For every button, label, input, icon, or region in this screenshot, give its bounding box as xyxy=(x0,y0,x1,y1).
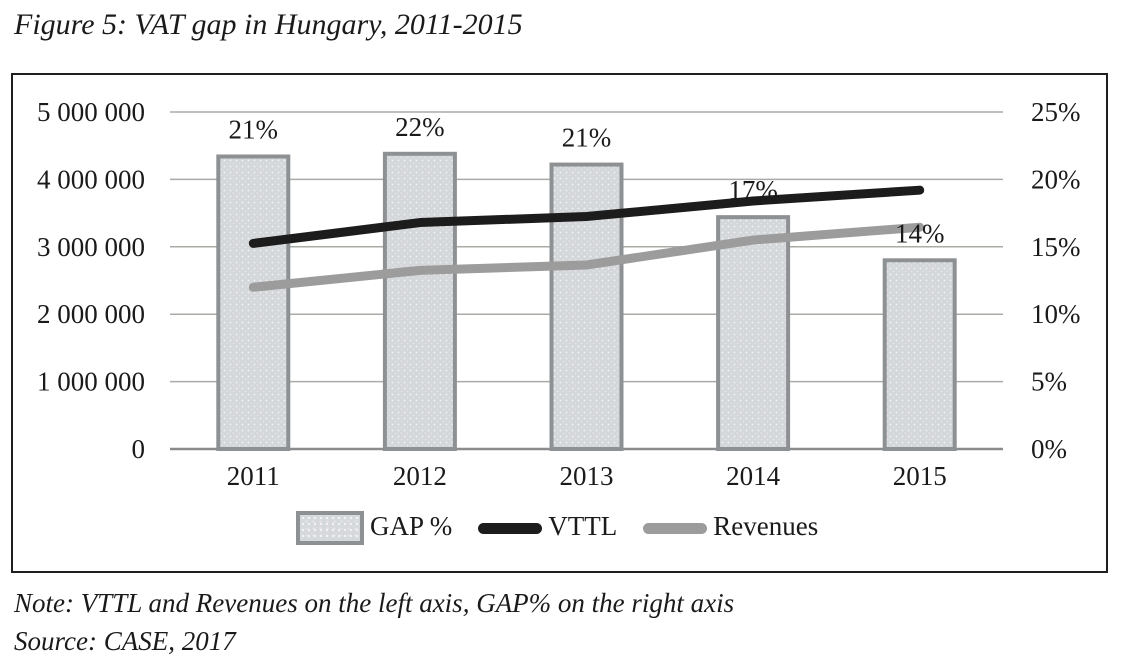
gap-bar-label-2012: 22% xyxy=(395,112,445,142)
figure-note: Note: VTTL and Revenues on the left axis… xyxy=(14,588,735,618)
x-axis-label-2013: 2013 xyxy=(560,461,614,491)
right-axis-tick: 10% xyxy=(1031,299,1081,329)
gap-bar-label-2013: 21% xyxy=(562,123,612,153)
legend-item-vttl: VTTL xyxy=(478,510,618,542)
right-axis-tick: 25% xyxy=(1031,97,1081,127)
vttl-line xyxy=(248,185,925,248)
gap-bar-label-2014: 17% xyxy=(728,175,778,205)
gap-bar-swatch-icon xyxy=(296,511,364,545)
legend-label-vttl: VTTL xyxy=(548,510,618,541)
x-axis-label-2014: 2014 xyxy=(726,461,781,491)
left-axis-tick: 5 000 000 xyxy=(37,97,145,127)
revenues-line xyxy=(248,222,925,292)
right-axis-tick: 15% xyxy=(1031,232,1081,262)
left-axis-tick: 1 000 000 xyxy=(37,367,145,397)
gap-bar-label-2011: 21% xyxy=(229,114,279,144)
left-axis-tick: 2 000 000 xyxy=(37,299,145,329)
right-axis-tick: 0% xyxy=(1031,434,1067,464)
left-axis-tick: 3 000 000 xyxy=(37,232,145,262)
figure-title: Figure 5: VAT gap in Hungary, 2011-2015 xyxy=(14,8,523,41)
axis-and-data-labels: 5 000 000 25% 4 000 000 20% 3 000 000 15% 2 00… xyxy=(37,97,1081,491)
series-lines xyxy=(248,185,925,292)
left-axis-tick: 0 xyxy=(132,434,146,464)
figure-source: Source: CASE, 2017 xyxy=(14,626,236,656)
right-axis-tick: 20% xyxy=(1031,164,1081,194)
vttl-line-swatch-icon xyxy=(478,522,543,534)
x-axis-label-2011: 2011 xyxy=(227,461,280,491)
legend-item-gap: GAP % xyxy=(296,511,452,545)
gap-bar-2011 xyxy=(216,154,291,451)
gap-bar-label-2015: 14% xyxy=(895,218,945,248)
gap-bar-2012 xyxy=(382,151,457,452)
gap-bar-2015 xyxy=(882,258,957,451)
legend-label-revenues: Revenues xyxy=(713,510,819,541)
revenues-line-swatch-icon xyxy=(643,522,708,534)
gap-bar-2014 xyxy=(716,215,791,451)
chart-legend: GAP % VTTL Revenues xyxy=(296,511,818,545)
vat-gap-chart: 5 000 000 25% 4 000 000 20% 3 000 000 15% 2 00… xyxy=(37,97,1081,491)
right-axis-tick: 5% xyxy=(1031,367,1067,397)
left-axis-tick: 4 000 000 xyxy=(37,164,145,194)
legend-item-revenues: Revenues xyxy=(643,510,819,542)
x-axis-label-2015: 2015 xyxy=(893,461,947,491)
gap-bars xyxy=(216,151,957,452)
chart-container: 5 000 000 25% 4 000 000 20% 3 000 000 15% 2 00… xyxy=(11,73,1108,573)
legend-label-gap: GAP % xyxy=(370,510,453,541)
gap-bar-2013 xyxy=(549,162,624,452)
x-axis-label-2012: 2012 xyxy=(393,461,447,491)
